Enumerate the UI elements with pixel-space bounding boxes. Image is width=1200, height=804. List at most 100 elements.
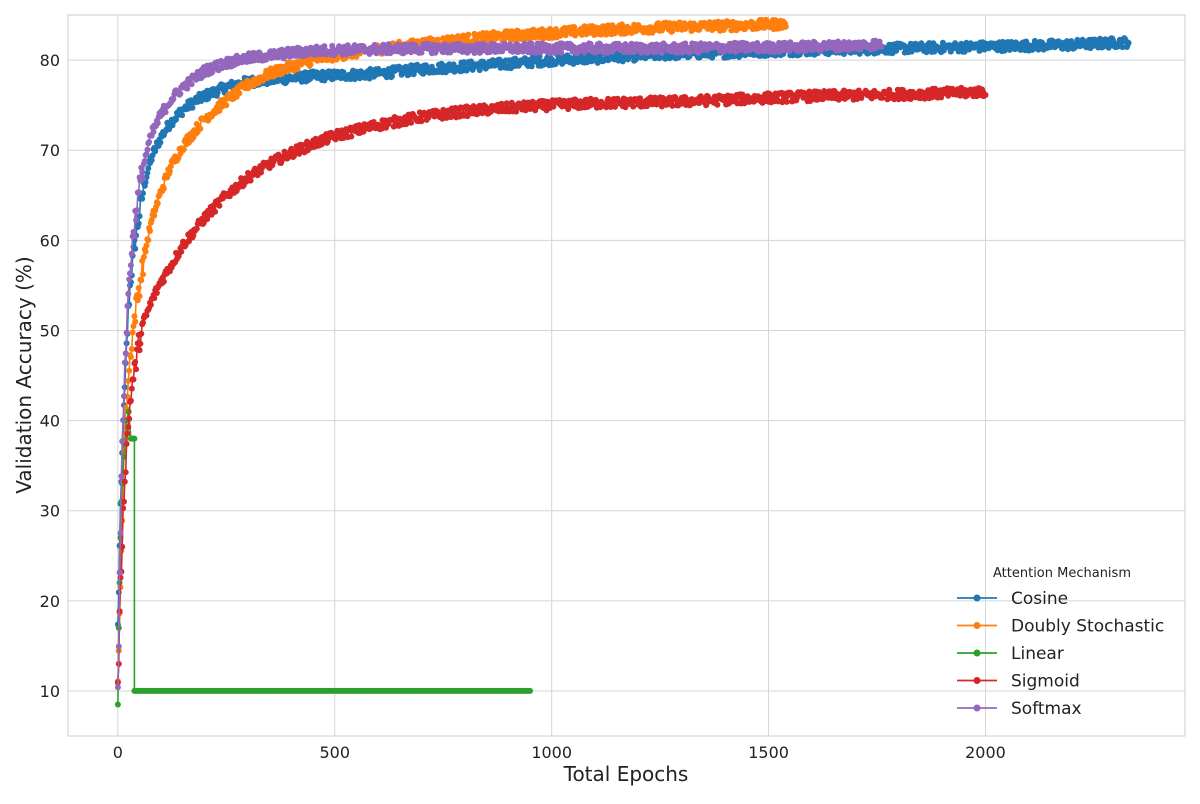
data-point xyxy=(314,57,321,64)
data-point xyxy=(140,319,146,326)
data-point xyxy=(921,95,928,102)
data-point xyxy=(878,43,885,50)
data-point xyxy=(135,189,142,196)
data-point xyxy=(126,276,133,283)
data-point xyxy=(145,165,152,172)
data-point xyxy=(142,248,149,255)
data-point xyxy=(178,248,185,255)
legend-label: Cosine xyxy=(1011,589,1068,609)
legend-marker xyxy=(973,649,981,657)
y-tick-label: 10 xyxy=(40,682,60,701)
data-point xyxy=(132,318,139,325)
data-point xyxy=(184,85,191,92)
data-point xyxy=(141,158,148,164)
x-tick-label: 2000 xyxy=(965,743,1006,762)
data-point xyxy=(332,136,339,143)
data-point xyxy=(126,367,133,374)
data-point xyxy=(418,118,425,125)
data-point xyxy=(418,49,425,56)
data-point xyxy=(121,393,127,400)
data-point xyxy=(122,469,129,476)
data-point xyxy=(130,323,137,330)
data-point xyxy=(527,49,534,56)
y-axis-label: Validation Accuracy (%) xyxy=(12,256,36,493)
data-point xyxy=(1110,39,1117,46)
data-point xyxy=(135,285,142,291)
legend-marker xyxy=(973,677,981,684)
data-point xyxy=(808,96,815,103)
data-point xyxy=(130,376,137,383)
data-point xyxy=(389,73,395,80)
data-point xyxy=(592,96,599,103)
legend-label: Doubly Stochastic xyxy=(1011,617,1164,637)
data-point xyxy=(144,170,151,176)
data-point xyxy=(146,139,153,145)
x-axis-label: Total Epochs xyxy=(563,762,689,786)
data-point xyxy=(550,103,557,110)
data-point xyxy=(132,359,139,365)
data-point xyxy=(115,643,122,650)
data-point xyxy=(136,293,143,300)
legend-marker xyxy=(973,704,981,712)
data-point xyxy=(117,574,124,581)
data-point xyxy=(595,48,602,55)
data-point xyxy=(612,103,618,110)
data-point xyxy=(236,90,243,97)
legend-label: Linear xyxy=(1011,644,1064,664)
data-point xyxy=(782,23,789,30)
y-tick-label: 30 xyxy=(40,502,60,521)
data-point xyxy=(134,207,140,214)
data-point xyxy=(127,270,133,277)
data-point xyxy=(123,329,130,336)
data-point xyxy=(170,96,177,102)
legend-label: Softmax xyxy=(1011,699,1082,719)
y-tick-label: 80 xyxy=(40,51,60,70)
legend-entry: Softmax xyxy=(957,699,1082,719)
x-axis-ticks: 0 500 1000 1500 2000 xyxy=(113,743,1006,762)
x-tick-label: 500 xyxy=(320,743,351,762)
data-point xyxy=(247,177,254,184)
data-point xyxy=(465,31,472,38)
data-point xyxy=(820,95,827,102)
data-point xyxy=(116,569,123,576)
data-point xyxy=(223,102,230,109)
data-point xyxy=(162,109,169,116)
data-point xyxy=(474,41,481,48)
series-layer xyxy=(114,16,1132,708)
data-point xyxy=(145,237,152,244)
data-point xyxy=(180,146,187,153)
data-point xyxy=(127,262,134,269)
data-point xyxy=(961,48,968,55)
x-tick-label: 1000 xyxy=(531,743,572,762)
y-axis-ticks: 10 20 30 40 50 60 70 80 xyxy=(40,51,60,701)
data-point xyxy=(1023,38,1030,45)
data-point xyxy=(148,216,155,223)
data-point xyxy=(876,38,883,45)
data-point xyxy=(632,56,639,63)
series-softmax xyxy=(114,37,885,691)
data-point xyxy=(140,271,146,278)
x-tick-label: 0 xyxy=(113,743,123,762)
data-point xyxy=(783,98,790,105)
data-point xyxy=(139,195,146,202)
data-point xyxy=(125,290,132,297)
data-point xyxy=(121,359,128,366)
data-point xyxy=(147,228,153,234)
data-point xyxy=(893,47,900,54)
data-point xyxy=(177,90,184,97)
data-point xyxy=(166,168,173,175)
legend-entry: Doubly Stochastic xyxy=(957,617,1164,637)
legend-entry: Cosine xyxy=(957,589,1068,609)
data-point xyxy=(138,277,145,284)
legend-entry: Sigmoid xyxy=(957,672,1080,692)
data-point xyxy=(296,150,303,157)
series-sigmoid xyxy=(114,84,989,686)
data-point xyxy=(344,42,351,49)
data-point xyxy=(476,67,483,74)
data-point xyxy=(120,417,127,424)
data-point xyxy=(147,301,154,308)
data-point xyxy=(136,347,143,354)
data-point xyxy=(1125,39,1132,46)
data-point xyxy=(294,66,301,73)
